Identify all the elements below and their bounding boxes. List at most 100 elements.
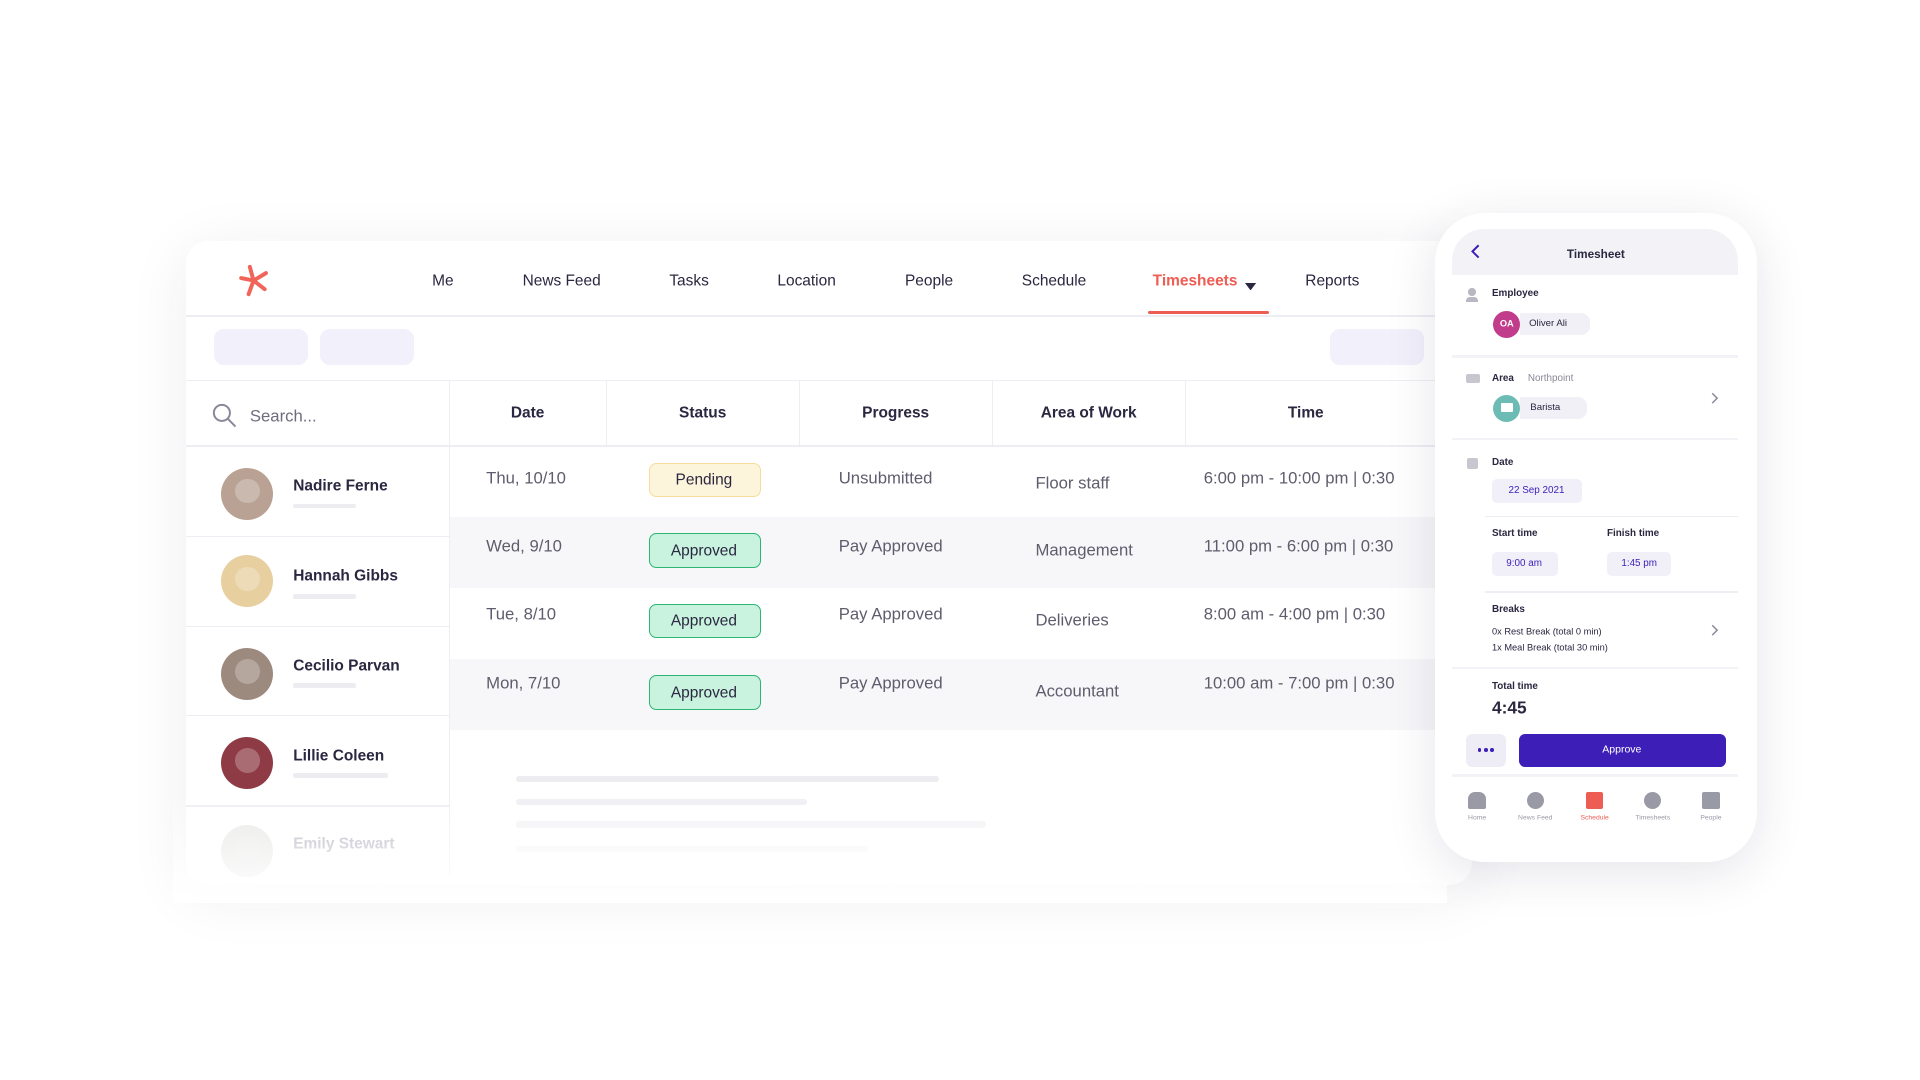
tab-icon[interactable] xyxy=(1585,791,1604,810)
back-arrow xyxy=(1470,244,1480,259)
area-cell: Management xyxy=(1035,540,1133,560)
person-icon xyxy=(1468,288,1476,296)
approve-label[interactable]: Approve xyxy=(1602,744,1642,757)
field-label: Start time xyxy=(1491,528,1538,540)
initials: OA xyxy=(1499,318,1514,329)
chevron-icon xyxy=(1711,392,1719,404)
employee-name[interactable]: Nadire Ferne xyxy=(293,477,388,495)
avatar-face xyxy=(235,478,260,504)
column-header: Area of Work xyxy=(1040,404,1137,422)
area-chip: Barista xyxy=(1530,402,1561,414)
chip[interactable] xyxy=(1491,551,1558,577)
divider xyxy=(185,379,1436,382)
status-badge xyxy=(649,675,761,711)
total-value: 4:45 xyxy=(1491,696,1527,717)
tab-label[interactable]: People xyxy=(1700,814,1722,822)
chevron[interactable] xyxy=(1711,624,1719,636)
status-label: Approved xyxy=(670,541,737,559)
calendar-icon xyxy=(1467,457,1479,469)
tab-icon[interactable] xyxy=(1526,791,1544,810)
avatar-face xyxy=(235,566,260,592)
status-badge xyxy=(649,462,761,498)
divider xyxy=(185,715,450,717)
column-divider xyxy=(799,379,801,446)
back-button[interactable] xyxy=(1470,244,1482,259)
nav-item[interactable]: Schedule xyxy=(1021,272,1087,290)
tab-label[interactable]: News Feed xyxy=(1518,814,1553,822)
chip xyxy=(1520,312,1590,336)
tab-label[interactable]: Home xyxy=(1468,814,1487,822)
approve-button[interactable] xyxy=(1519,733,1726,767)
toolbar-placeholder[interactable] xyxy=(1329,329,1424,365)
date-cell: Wed, 9/10 xyxy=(486,536,562,556)
column-divider xyxy=(992,379,994,446)
search-input[interactable]: Search... xyxy=(249,406,317,426)
tabbar xyxy=(1452,776,1739,842)
date-cell: Tue, 8/10 xyxy=(486,604,557,624)
tab-icon[interactable] xyxy=(1702,791,1720,810)
status-label: Approved xyxy=(670,612,737,630)
column-header: Status xyxy=(679,404,727,422)
column-header: Progress xyxy=(862,404,930,422)
divider xyxy=(185,445,1436,447)
dot xyxy=(1477,748,1482,753)
area-cell: Floor staff xyxy=(1035,473,1110,493)
nav-item[interactable]: People xyxy=(905,272,954,290)
search-icon xyxy=(212,403,237,428)
divider xyxy=(185,625,450,628)
avatar-face xyxy=(235,748,260,774)
tab-label[interactable]: Timesheets xyxy=(1635,814,1671,822)
employee-name[interactable]: Lillie Coleen xyxy=(293,747,385,765)
time-cell: 11:00 pm - 6:00 pm | 0:30 xyxy=(1203,536,1394,556)
dot xyxy=(1483,748,1488,753)
dot xyxy=(1490,748,1494,753)
date-value: 22 Sep 2021 xyxy=(1508,485,1565,497)
progress-cell: Pay Approved xyxy=(838,536,943,556)
name-skeleton xyxy=(293,773,389,779)
nav-active-indicator xyxy=(1148,310,1270,315)
toolbar-placeholder[interactable] xyxy=(214,329,309,365)
field-sub: Northpoint xyxy=(1527,372,1574,384)
toolbar-placeholder[interactable] xyxy=(320,329,415,365)
name-skeleton xyxy=(293,503,357,509)
tab-icon[interactable] xyxy=(1644,791,1662,810)
tab-icon[interactable] xyxy=(1468,791,1486,810)
area-cell: Deliveries xyxy=(1035,610,1109,630)
employee-name[interactable]: Cecilio Parvan xyxy=(293,656,400,674)
divider xyxy=(1484,515,1739,518)
caret xyxy=(1244,282,1256,291)
field-label: Finish time xyxy=(1607,528,1660,540)
logo-icon xyxy=(239,265,268,297)
date-cell: Mon, 7/10 xyxy=(486,673,561,693)
break-line: 0x Rest Break (total 0 min) xyxy=(1491,626,1602,637)
skeleton-line xyxy=(515,775,939,782)
status-badge xyxy=(649,603,761,639)
employee-name[interactable]: Hannah Gibbs xyxy=(293,567,398,585)
chip[interactable] xyxy=(1607,551,1672,577)
nav-item[interactable]: Tasks xyxy=(669,272,709,290)
chip[interactable] xyxy=(1491,478,1583,504)
nav-item[interactable]: News Feed xyxy=(522,272,601,290)
tab-label[interactable]: Schedule xyxy=(1580,814,1609,822)
time-cell: 8:00 am - 4:00 pm | 0:30 xyxy=(1203,604,1386,624)
fade-overlay xyxy=(173,791,1448,904)
nav-item[interactable]: Location xyxy=(777,272,836,290)
divider xyxy=(185,315,1436,317)
name-skeleton xyxy=(293,593,357,599)
name-skeleton xyxy=(293,682,357,688)
status-label: Approved xyxy=(670,684,737,702)
dropdown-caret xyxy=(1244,277,1256,291)
employee-chip: Oliver Ali xyxy=(1529,318,1568,330)
nav-item[interactable]: Me xyxy=(432,272,454,290)
divider xyxy=(1484,591,1739,593)
divider xyxy=(185,535,450,537)
nav-item[interactable]: Reports xyxy=(1305,272,1360,290)
chevron[interactable] xyxy=(1711,391,1719,404)
area-avatar-icon xyxy=(1500,403,1513,412)
field-label: Date xyxy=(1491,456,1514,468)
progress-cell: Pay Approved xyxy=(838,604,943,624)
progress-cell: Unsubmitted xyxy=(838,468,933,488)
nav-item[interactable]: Timesheets xyxy=(1152,272,1238,290)
status-label: Pending xyxy=(675,471,733,489)
